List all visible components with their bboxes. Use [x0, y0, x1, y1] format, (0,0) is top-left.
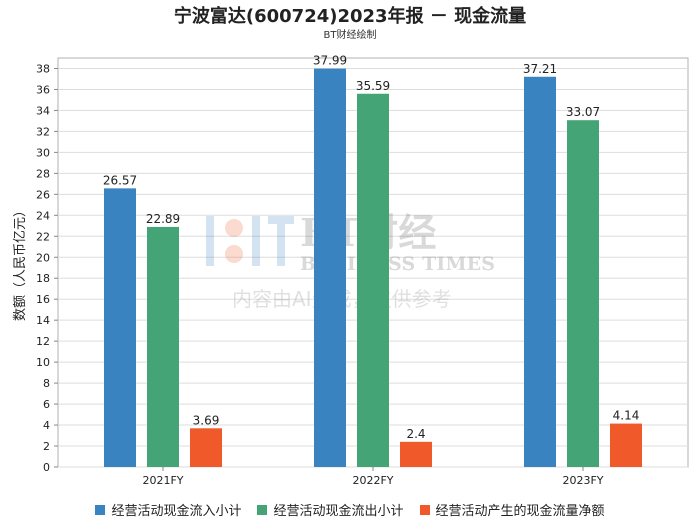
legend-item-net: 经营活动产生的现金流量净额: [419, 500, 605, 519]
bar: [190, 428, 222, 467]
y-tick-label: 10: [36, 356, 50, 369]
y-axis-label: 数额（人民币亿元）: [13, 204, 28, 321]
data-label: 37.21: [523, 62, 557, 76]
y-tick-label: 2: [43, 440, 50, 453]
y-tick-label: 8: [43, 377, 50, 390]
data-label: 26.57: [103, 173, 137, 187]
y-tick-label: 28: [36, 167, 50, 180]
y-tick-label: 26: [36, 188, 50, 201]
data-label: 22.89: [146, 212, 180, 226]
bar: [610, 423, 642, 467]
data-label: 33.07: [566, 105, 600, 119]
y-tick-label: 38: [36, 62, 50, 75]
y-tick-label: 20: [36, 251, 50, 264]
data-label: 4.14: [613, 409, 640, 423]
data-label: 35.59: [356, 79, 390, 93]
y-tick-label: 6: [43, 398, 50, 411]
y-tick-label: 30: [36, 146, 50, 159]
legend-swatch-net: [419, 504, 430, 515]
watermark-logo-bar: [268, 216, 294, 224]
legend-swatch-outflow: [257, 504, 268, 515]
chart-legend: 经营活动现金流入小计 经营活动现金流出小计 经营活动产生的现金流量净额: [0, 500, 700, 519]
bar: [104, 188, 136, 467]
y-tick-label: 36: [36, 83, 50, 96]
watermark-logo-bar: [277, 216, 285, 266]
x-tick-label: 2021FY: [142, 474, 183, 487]
chart-title: 宁波富达(600724)2023年报 － 现金流量: [173, 6, 527, 27]
y-tick-label: 16: [36, 293, 50, 306]
legend-label-net: 经营活动产生的现金流量净额: [435, 504, 605, 519]
bar: [400, 441, 432, 467]
cash-flow-bar-chart: 02468101214161820222426283032343638BT财经B…: [13, 54, 689, 487]
x-tick-label: 2022FY: [352, 474, 393, 487]
y-tick-label: 14: [36, 314, 50, 327]
bar: [147, 226, 179, 467]
bar: [357, 93, 389, 467]
legend-item-inflow: 经营活动现金流入小计: [95, 500, 241, 519]
chart-subtitle: BT财经绘制: [323, 30, 377, 41]
bar: [314, 68, 346, 468]
y-tick-label: 24: [36, 209, 50, 222]
watermark-logo-bar: [252, 216, 260, 266]
data-label: 2.4: [406, 427, 425, 441]
y-tick-label: 12: [36, 335, 50, 348]
watermark-logo-dot: [225, 245, 243, 263]
data-label: 37.99: [313, 54, 347, 68]
watermark: BT财经BUSINESS TIMES内容由AI生成，仅供参考: [206, 210, 495, 311]
data-label: 3.69: [193, 413, 220, 427]
y-tick-label: 22: [36, 230, 50, 243]
legend-label-outflow: 经营活动现金流出小计: [273, 504, 404, 519]
x-tick-label: 2023FY: [562, 474, 603, 487]
bar: [567, 120, 599, 468]
watermark-brand-en: BUSINESS TIMES: [300, 253, 495, 275]
watermark-logo-dot: [225, 219, 243, 237]
legend-swatch-inflow: [95, 504, 106, 515]
legend-label-inflow: 经营活动现金流入小计: [111, 504, 242, 519]
y-tick-label: 32: [36, 125, 50, 138]
watermark-logo-bar: [206, 216, 214, 266]
bar: [524, 76, 556, 468]
legend-item-outflow: 经营活动现金流出小计: [257, 500, 404, 519]
y-tick-label: 18: [36, 272, 50, 285]
y-tick-label: 4: [43, 419, 50, 432]
y-tick-label: 0: [43, 461, 50, 474]
y-tick-label: 34: [36, 104, 50, 117]
